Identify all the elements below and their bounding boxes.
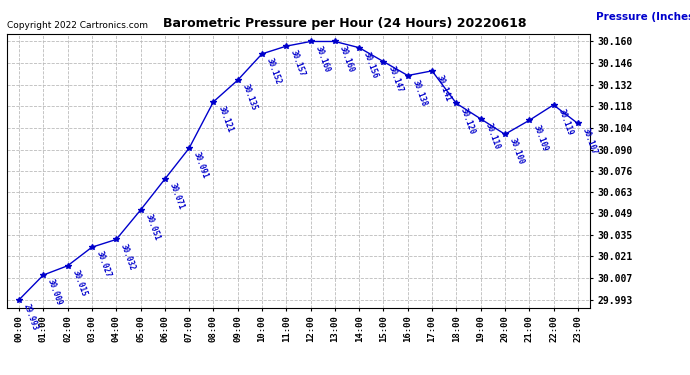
Text: Copyright 2022 Cartronics.com: Copyright 2022 Cartronics.com	[7, 21, 148, 30]
Text: 30.051: 30.051	[144, 213, 161, 242]
Text: 30.091: 30.091	[192, 151, 210, 180]
Text: 30.009: 30.009	[46, 278, 64, 307]
Text: 30.156: 30.156	[362, 51, 380, 80]
Text: 30.160: 30.160	[313, 44, 331, 74]
Text: 30.027: 30.027	[95, 250, 112, 279]
Text: 30.109: 30.109	[532, 123, 550, 152]
Text: 30.160: 30.160	[337, 44, 355, 74]
Text: 30.147: 30.147	[386, 64, 404, 93]
Text: 30.120: 30.120	[459, 106, 477, 135]
Text: 30.100: 30.100	[508, 137, 526, 166]
Text: Barometric Pressure per Hour (24 Hours) 20220618: Barometric Pressure per Hour (24 Hours) …	[164, 17, 526, 30]
Text: 30.157: 30.157	[289, 49, 307, 78]
Text: Pressure (Inches/Hg): Pressure (Inches/Hg)	[595, 12, 690, 22]
Text: 30.015: 30.015	[70, 268, 88, 298]
Text: 30.119: 30.119	[556, 108, 574, 137]
Text: 30.110: 30.110	[484, 122, 502, 151]
Text: 30.032: 30.032	[119, 242, 137, 272]
Text: 30.121: 30.121	[216, 105, 234, 134]
Text: 30.152: 30.152	[265, 57, 283, 86]
Text: 29.993: 29.993	[22, 303, 40, 332]
Text: 30.138: 30.138	[411, 78, 428, 108]
Text: 30.135: 30.135	[241, 83, 259, 112]
Text: 30.071: 30.071	[168, 182, 186, 211]
Text: 30.141: 30.141	[435, 74, 453, 103]
Text: 30.107: 30.107	[580, 126, 598, 155]
